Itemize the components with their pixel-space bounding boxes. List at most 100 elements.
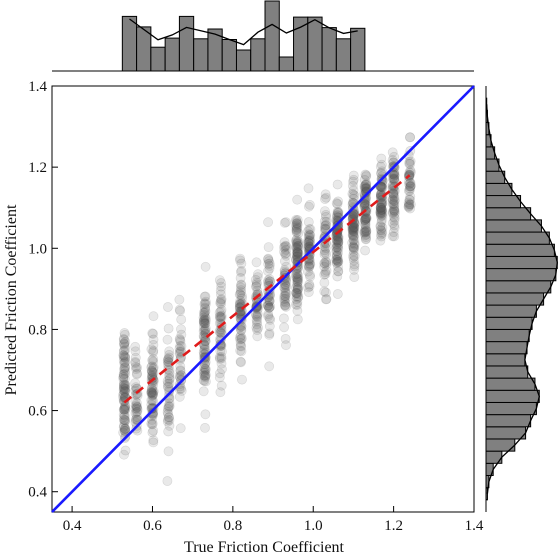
scatter-point <box>376 182 387 193</box>
scatter-point <box>332 246 342 256</box>
scatter-point <box>360 199 371 210</box>
scatter-point <box>375 191 386 202</box>
scatter-point <box>349 259 360 270</box>
scatter-point <box>331 257 342 268</box>
scatter-point <box>119 363 130 373</box>
scatter-point <box>292 277 303 287</box>
scatter-point <box>118 388 129 399</box>
scatter-point <box>388 174 399 185</box>
scatter-point <box>303 287 314 298</box>
scatter-point <box>375 235 386 246</box>
scatter-point <box>292 284 303 294</box>
scatter-point <box>147 427 158 438</box>
scatter-point <box>200 261 211 272</box>
scatter-point <box>403 197 414 208</box>
scatter-point <box>119 386 130 397</box>
right-kde-curve <box>486 104 558 494</box>
scatter-point <box>252 288 263 299</box>
scatter-point <box>216 351 227 362</box>
scatter-point <box>148 435 159 446</box>
scatter-point <box>200 311 210 322</box>
scatter-point <box>375 221 386 232</box>
scatter-point <box>360 232 371 242</box>
scatter-point <box>291 237 302 248</box>
scatter-point <box>148 363 159 374</box>
scatter-point <box>163 354 174 365</box>
scatter-point <box>120 356 131 367</box>
scatter-point <box>292 284 303 295</box>
scatter-point <box>200 291 211 302</box>
scatter-point <box>348 243 359 254</box>
scatter-point <box>376 202 386 213</box>
scatter-point <box>291 291 302 302</box>
scatter-point <box>331 251 342 262</box>
scatter-point <box>164 349 174 360</box>
scatter-point <box>375 161 386 172</box>
scatter-point <box>236 258 247 269</box>
scatter-point <box>263 242 274 252</box>
scatter-point <box>131 407 142 418</box>
scatter-point <box>281 281 292 292</box>
scatter-point <box>320 224 331 235</box>
scatter-point <box>292 273 302 284</box>
scatter-point <box>200 302 210 313</box>
scatter-point <box>215 339 226 350</box>
scatter-point <box>377 182 388 193</box>
scatter-point <box>404 199 415 210</box>
scatter-point <box>361 213 372 224</box>
scatter-point <box>333 237 344 247</box>
scatter-point <box>119 404 129 415</box>
scatter-point <box>198 316 209 327</box>
scatter-point <box>148 425 159 436</box>
scatter-point <box>348 255 359 266</box>
scatter-point <box>281 217 291 227</box>
scatter-point <box>119 358 130 369</box>
scatter-point <box>216 294 227 304</box>
scatter-point <box>292 218 303 229</box>
right-histogram-bar <box>485 268 557 282</box>
scatter-point <box>234 298 245 309</box>
scatter-point <box>291 288 302 299</box>
scatter-point <box>361 206 372 217</box>
scatter-point <box>235 273 246 283</box>
scatter-point <box>291 226 302 237</box>
scatter-point <box>280 299 290 310</box>
scatter-point <box>163 412 174 423</box>
scatter-point <box>163 426 174 437</box>
scatter-point <box>319 258 330 268</box>
scatter-point <box>376 204 387 215</box>
scatter-point <box>281 244 291 255</box>
x-tick-label: 0.6 <box>143 518 162 534</box>
scatter-point <box>320 287 331 298</box>
scatter-point <box>292 247 303 258</box>
scatter-point <box>376 205 386 215</box>
scatter-point <box>321 211 331 222</box>
scatter-point <box>348 189 359 200</box>
scatter-point <box>376 202 387 213</box>
scatter-point <box>291 225 302 236</box>
scatter-point <box>360 197 371 208</box>
right-histogram-bar <box>485 292 545 306</box>
scatter-point <box>320 243 331 253</box>
scatter-point <box>119 420 129 431</box>
scatter-point <box>132 368 142 379</box>
scatter-point <box>130 356 141 367</box>
scatter-point <box>376 204 387 215</box>
scatter-point <box>164 398 175 409</box>
scatter-point <box>198 367 209 378</box>
scatter-point <box>164 368 175 379</box>
scatter-point <box>279 293 290 304</box>
scatter-point <box>389 213 400 223</box>
scatter-point <box>176 385 187 396</box>
scatter-point <box>377 176 388 186</box>
scatter-point <box>291 220 302 231</box>
scatter-point <box>174 391 185 402</box>
scatter-point <box>360 234 371 245</box>
scatter-point <box>263 291 273 302</box>
scatter-point <box>291 288 302 298</box>
scatter-point <box>292 246 303 257</box>
scatter-point <box>263 259 274 269</box>
scatter-point <box>332 234 343 245</box>
scatter-point <box>235 282 246 293</box>
